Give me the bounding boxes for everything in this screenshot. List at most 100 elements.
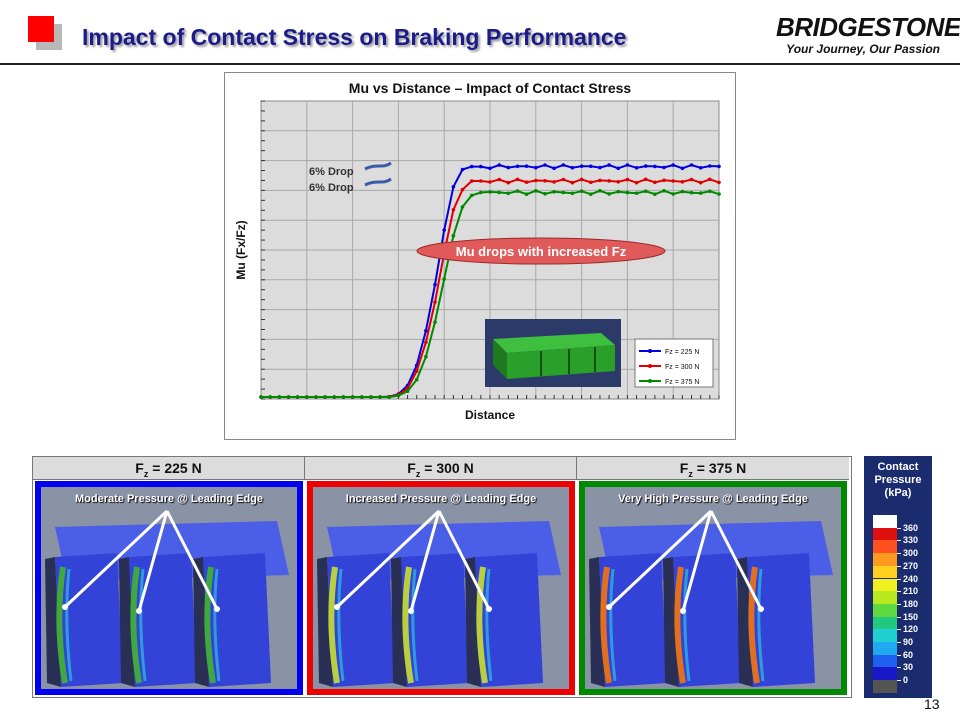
panel-header-value: = 375 N [692, 460, 747, 476]
data-point [414, 377, 419, 382]
data-point [598, 189, 602, 193]
data-point [698, 191, 703, 195]
tread-block [203, 553, 271, 687]
leading-edge-pressure [56, 566, 68, 684]
color-swatch [873, 527, 897, 541]
tire-tread-render: Moderate Pressure @ Leading Edge [41, 487, 297, 689]
scale-tick-label: 30 [903, 662, 914, 673]
data-point [506, 165, 511, 170]
data-point [424, 329, 428, 333]
scale-tick [897, 565, 901, 567]
drop-annotation-2: 6% Drop [309, 182, 354, 194]
pointer-arrow-head [62, 604, 68, 610]
data-point [369, 395, 373, 399]
pointer-arrow [335, 509, 441, 609]
data-point [433, 282, 437, 287]
color-swatch [873, 642, 897, 655]
inset-tread-image [485, 319, 621, 387]
data-point [515, 189, 520, 193]
color-swatch [873, 591, 897, 604]
data-point [671, 163, 675, 167]
scale-tick [897, 553, 901, 555]
page-title: Impact of Contact Stress on Braking Perf… [82, 24, 627, 50]
data-point [662, 165, 666, 170]
data-point [653, 192, 657, 196]
color-swatch [873, 553, 897, 566]
panel-header-subscript: z [143, 468, 149, 479]
pointer-arrow-head [758, 606, 764, 612]
scale-tick [897, 642, 901, 643]
data-point [295, 395, 300, 399]
color-swatch [873, 603, 897, 617]
data-point [589, 164, 593, 169]
contact-pressure-legend: Contact Pressure (kPa) 360 330 300 270 240 21… [864, 456, 932, 698]
data-point [616, 189, 620, 194]
data-point [708, 189, 712, 194]
data-point [643, 189, 648, 193]
data-point [662, 178, 666, 183]
data-point [689, 190, 694, 195]
pointer-arrow [409, 510, 441, 612]
scale-tick [897, 578, 901, 580]
data-point [579, 164, 584, 168]
data-point [387, 395, 391, 399]
data-point [350, 395, 355, 399]
data-point [332, 395, 337, 399]
tread-block [599, 553, 667, 687]
legend-label: Fz = 300 N [665, 364, 699, 371]
contact-pressure-title: Contact Pressure (kPa) [874, 461, 922, 499]
series-group [259, 163, 721, 399]
data-point [598, 178, 602, 183]
tread-blocks [589, 509, 833, 687]
tread-blocks [45, 509, 289, 687]
data-point [589, 192, 593, 196]
data-point [405, 389, 410, 394]
tread-block [55, 553, 123, 687]
data-point [616, 180, 620, 184]
legend-label: Fz = 375 N [665, 379, 699, 386]
legend-label: Fz = 225 N [665, 349, 699, 356]
data-point [442, 277, 446, 281]
pointer-arrow [137, 510, 169, 612]
data-point [424, 354, 428, 359]
data-point [680, 189, 685, 194]
x-axis-label: Distance [465, 408, 515, 422]
brand-logo: BRIDGESTONE Your Journey, Our Passion [776, 14, 960, 56]
pointer-arrow-head [486, 606, 492, 612]
data-point [451, 233, 456, 238]
pointer-arrow [709, 510, 763, 610]
tire-tread-render: Very High Pressure @ Leading Edge [585, 487, 841, 689]
data-point [570, 165, 575, 170]
panel-caption: Moderate Pressure @ Leading Edge [75, 493, 263, 505]
panel-header-2: Fz = 300 N [305, 457, 577, 480]
data-point [534, 189, 538, 193]
data-point [515, 177, 520, 182]
data-point [561, 177, 566, 182]
drop-arrow-1 [364, 161, 392, 171]
data-point [424, 340, 428, 345]
data-point [616, 166, 620, 171]
scale-tick [897, 629, 901, 631]
data-point [689, 163, 694, 167]
scale-tick [897, 616, 901, 618]
pointer-arrow-head [680, 608, 686, 614]
panel-header-label: F [135, 460, 144, 476]
pointer-arrow-head [214, 606, 220, 612]
data-point [506, 191, 511, 196]
data-point [460, 205, 465, 209]
pointer-arrow [63, 509, 169, 609]
data-point [662, 189, 666, 193]
color-swatch [873, 540, 897, 554]
scale-tick [897, 680, 901, 682]
drop-arrow-2 [364, 177, 392, 187]
leading-edge-pressure [328, 566, 340, 684]
scale-tick-label: 210 [903, 586, 919, 597]
leading-edge-pressure [476, 566, 488, 684]
tire-tread-render: Increased Pressure @ Leading Edge [313, 487, 569, 689]
callout-ellipse [416, 237, 666, 265]
data-point [717, 164, 721, 169]
data-point [579, 189, 584, 193]
pointer-arrow-head [136, 608, 142, 614]
panel-caption: Increased Pressure @ Leading Edge [345, 493, 537, 505]
data-point [460, 187, 465, 192]
